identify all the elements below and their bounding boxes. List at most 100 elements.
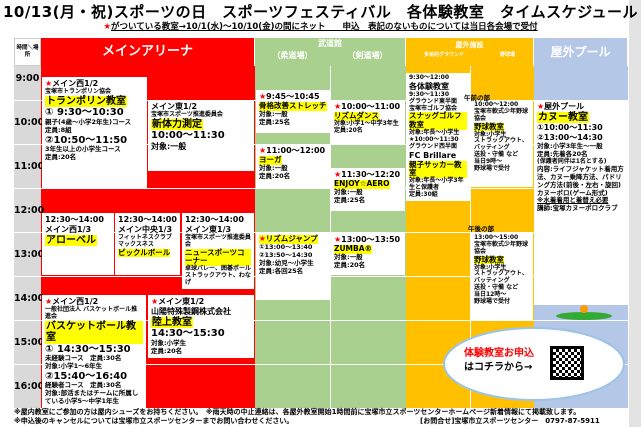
event-org: 送投・守備 など bbox=[474, 151, 519, 159]
event-note: 定員:20名 bbox=[151, 346, 183, 355]
event-note: 定員:25名 bbox=[259, 117, 291, 126]
event-org: ストラックアウト、バッティング bbox=[474, 270, 528, 285]
event-title: トランポリン教室 bbox=[45, 95, 127, 108]
event-note: カヌーポロ(ゲーム形式) bbox=[537, 188, 608, 197]
event-time: ②15:40～16:40 bbox=[45, 370, 128, 382]
event-stime: 12:30～14:00 bbox=[45, 215, 104, 224]
time-label: 9:00 bbox=[15, 73, 40, 84]
registration-note-text: がついている教室→10/1(水)～10/10(金)の間にネット 申込 表記のない… bbox=[111, 22, 538, 32]
event-time: ②10:50～11:50 bbox=[45, 134, 128, 146]
time-label: 14:00 bbox=[14, 293, 45, 304]
event-org: 13:00～15:00 bbox=[474, 234, 519, 241]
event-note: 定員:20名 bbox=[334, 260, 366, 269]
event-stime: 11:00～12:00 bbox=[266, 146, 326, 155]
event-title: バスケットボール教室 bbox=[45, 320, 143, 344]
event-lbl: 山陽特殊製鋼株式会社 bbox=[151, 306, 231, 316]
event-org: 当日12時～ bbox=[474, 291, 507, 299]
event-note: ①13:00～13:40 bbox=[259, 242, 313, 251]
event-rhythm-dance: ★10:00～11:00 リズムダンス 対象:小学1～中学3年生 定員:20名 bbox=[331, 100, 405, 144]
event-venue: メイン西1/2 bbox=[52, 79, 99, 88]
grid-line bbox=[14, 364, 628, 365]
event-note: 定員:20名 bbox=[259, 171, 291, 180]
morning-label: 午前の部 bbox=[464, 94, 490, 102]
footer-note-1: ※屋内教室にご参加の方は屋内シューズをお持ちください。 ※雨天時の中止連絡は、各… bbox=[14, 408, 581, 416]
event-stime: 各体験教室 bbox=[409, 81, 449, 91]
event-fitness-test: メイン東1/2 宝塚市スポーツ推進委員会 新体力測定 10:00～11:30 対象:一般 bbox=[148, 100, 254, 171]
footer-note-2: ※申込後のキャンセルについては宝塚市立スポーツセンターまでお問い合わせください。 bbox=[14, 417, 294, 425]
event-stretch: ★9:45～10:45 骨格改善ストレッチ 対象:一般 定員:25名 bbox=[256, 90, 330, 133]
time-column bbox=[14, 38, 41, 408]
event-stime: ②13:00～14:30 bbox=[537, 133, 603, 143]
event-note: 対象:小学1～6年生 bbox=[45, 362, 103, 371]
event-baseball-morning: 10:00～12:00 宝塚市軟式少年野球協会 野球教室 対象:小学生 ストラックアウト… bbox=[471, 100, 533, 187]
event-arobel: 12:30～14:00 メイン西1/3 アローベル bbox=[42, 213, 114, 275]
event-venue: メイン東1/2 bbox=[151, 102, 198, 111]
grid-line bbox=[470, 66, 471, 408]
star-icon: ★ bbox=[259, 234, 266, 244]
star-icon: ★ bbox=[45, 79, 53, 88]
event-lbl: 対象:一般 bbox=[151, 141, 187, 151]
event-time: ① 14:30～15:30 bbox=[45, 343, 131, 355]
header-main-arena: メインアリーナ bbox=[41, 38, 255, 66]
event-venue: 屋外プール bbox=[544, 102, 585, 111]
event-org: 対象:小学生 bbox=[474, 263, 507, 271]
event-note: 定員:8組 bbox=[45, 125, 72, 134]
event-org: 卓球バレー、囲碁ボール bbox=[185, 265, 251, 273]
header-pool: 屋外プール bbox=[534, 38, 628, 66]
event-stime: ①10:00～11:30 bbox=[537, 123, 603, 133]
event-baseball-afternoon: 13:00～15:00 宝塚市軟式少年野球協会 野球教室 対象:小学生 ストラックアウト… bbox=[471, 233, 533, 320]
event-note: 対象:一般 bbox=[334, 187, 363, 196]
event-stitle: ニュースポーツコーナー bbox=[185, 248, 251, 266]
event-org: 野球場で受付 bbox=[474, 298, 511, 306]
budokan-label: 武道館 bbox=[318, 39, 342, 48]
event-pickleball: 12:30～14:00 メイン中央1/3 フィットネスクラブマックスネス ピックルボー… bbox=[115, 213, 180, 275]
kayak-illustration bbox=[534, 305, 628, 321]
event-zumba: ★13:00～13:50 ZUMBA® 対象:一般 定員:20名 bbox=[331, 233, 405, 275]
event-note: 親子(4歳～小学2年生)コース bbox=[45, 117, 132, 126]
header-outdoor: 屋外施設 多目的グラウンド 野球場 bbox=[406, 38, 534, 66]
event-note: 対象:小学3年生～一般 bbox=[537, 142, 603, 151]
star-icon: ★ bbox=[334, 235, 342, 244]
event-stitle: ZUMBA® bbox=[334, 243, 373, 254]
event-time: 10:00～11:30 bbox=[151, 130, 225, 142]
event-time: ① 9:30～10:30 bbox=[45, 107, 124, 119]
event-org: グラウンド西半面 bbox=[409, 142, 458, 150]
event-org: 送投・守備 など bbox=[474, 284, 519, 292]
event-org: (保護者同伴は1名とする) bbox=[537, 157, 607, 165]
star-icon: ★ bbox=[537, 102, 545, 111]
event-stitle: 野球教室 bbox=[474, 121, 504, 132]
event-note: 未経験コース 定員:30名 bbox=[45, 354, 122, 363]
event-org: 定員:20名 bbox=[334, 126, 363, 134]
apply-text-2: はコチラから→ bbox=[464, 362, 533, 373]
event-org: 対象:小学生 bbox=[474, 130, 507, 138]
star-icon: ★ bbox=[259, 146, 267, 155]
event-stime: 13:00～13:50 bbox=[341, 235, 401, 244]
event-stitle: ENJOY☆AERO bbox=[334, 178, 390, 189]
apply-bubble[interactable]: 体験教室お申込 はコチラから→ bbox=[442, 326, 626, 402]
event-stime: 11:30～12:20 bbox=[341, 170, 401, 179]
time-label: 11:00 bbox=[14, 161, 45, 172]
star-icon: ★ bbox=[334, 102, 342, 111]
event-ground-events: 9:30～12:00 各体験教室 9:30～11:30 グラウンド東半面 宝塚市ゴルフ協… bbox=[406, 73, 470, 201]
event-stitle: 親子サッカー教室 bbox=[409, 160, 467, 178]
event-stitle: リズムジャンプ bbox=[265, 234, 318, 244]
event-org: 対象:年長～小学生 bbox=[409, 128, 460, 136]
event-org: 宝塚市軟式少年野球協会 bbox=[474, 107, 529, 122]
event-org: 宝塚市スポーツ推進委員会 bbox=[151, 110, 223, 118]
event-stitle: ピックルボール bbox=[118, 247, 171, 258]
event-note: 内容:ライフジャケット着用方法、カヌー乗降方法、パドリング方法(前後・左右・旋回… bbox=[537, 164, 624, 189]
star-icon: ★ bbox=[259, 92, 267, 101]
time-label: 10:00 bbox=[14, 117, 45, 128]
time-label: 12:00 bbox=[14, 205, 45, 216]
event-venue: メイン西1/3 bbox=[45, 224, 92, 234]
event-stitle: スナッグゴルフ教室 bbox=[409, 112, 467, 130]
star-icon: ★ bbox=[334, 170, 342, 179]
event-org: フィットネスクラブマックスネス bbox=[118, 233, 172, 248]
event-org: 宝塚市スポーツ推進委員会 bbox=[185, 233, 251, 248]
event-note: 対象:一般 bbox=[259, 163, 288, 172]
event-stitle: 野球教室 bbox=[474, 254, 504, 265]
event-note: 講師:宝塚カヌーポロクラブ bbox=[537, 204, 618, 213]
footer-contact: [お問合せ]宝塚市立スポーツセンター 0797-87-5911 bbox=[420, 417, 600, 425]
event-basketball: ★メイン西1/2 一般社団法人 バスケットボール推進会 バスケットボール教室 ① 14… bbox=[42, 295, 146, 409]
qr-code[interactable] bbox=[550, 346, 584, 380]
